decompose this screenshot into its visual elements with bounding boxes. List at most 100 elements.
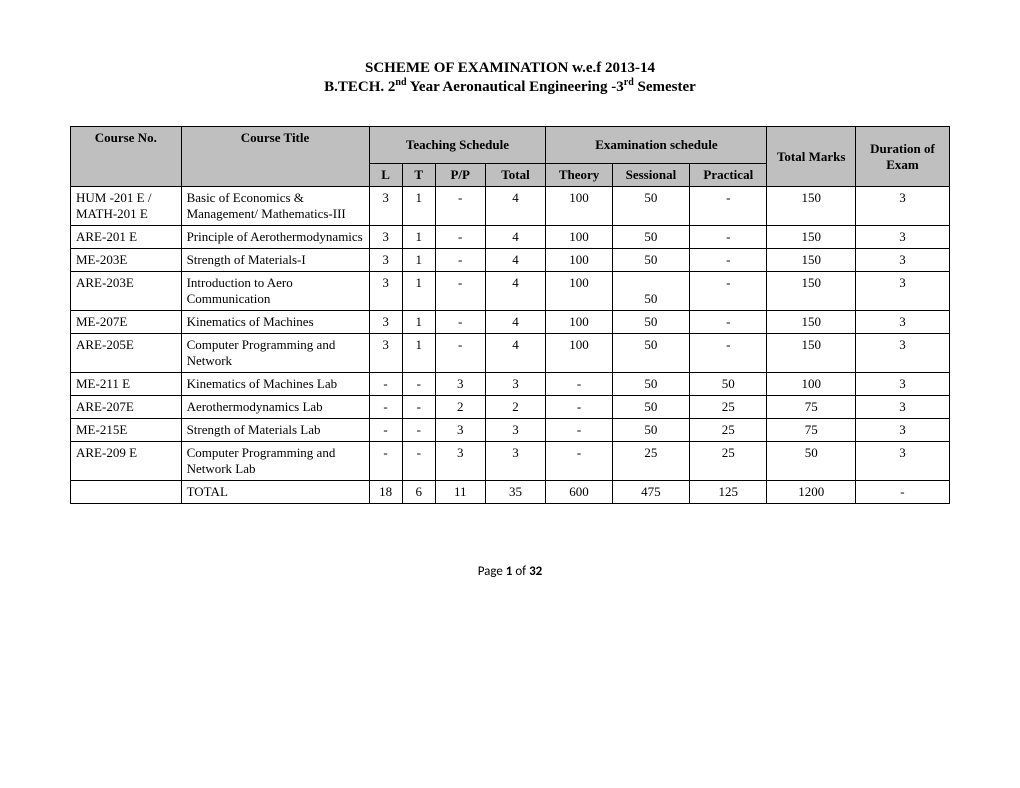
table-cell: ARE-207E [71,396,182,419]
table-cell: 3 [435,373,485,396]
table-cell: - [369,419,402,442]
table-cell: 3 [855,442,949,481]
col-t: T [402,164,435,187]
col-practical: Practical [690,164,767,187]
table-cell: 3 [435,442,485,481]
table-cell: 100 [546,272,612,311]
table-cell: - [690,249,767,272]
table-cell: - [369,373,402,396]
subtitle-prefix: B.TECH. 2 [324,79,395,95]
table-cell: 11 [435,481,485,504]
table-cell: 3 [855,311,949,334]
table-cell: 3 [369,311,402,334]
subtitle-suffix: Semester [634,79,696,95]
table-cell: 75 [767,419,855,442]
table-cell: 50 [612,373,689,396]
table-cell: Strength of Materials Lab [181,419,369,442]
table-cell: - [369,442,402,481]
footer-mid: of [512,564,529,579]
table-cell: 100 [546,187,612,226]
table-cell: 1 [402,311,435,334]
table-cell: - [435,311,485,334]
table-row: ARE-209 EComputer Programming and Networ… [71,442,950,481]
table-cell: - [690,272,767,311]
table-cell: 150 [767,311,855,334]
table-cell: 1 [402,334,435,373]
table-cell: - [435,272,485,311]
exam-scheme-table: Course No. Course Title Teaching Schedul… [70,126,950,504]
table-cell: 2 [435,396,485,419]
table-cell: 3 [369,226,402,249]
table-cell: Computer Programming and Network [181,334,369,373]
table-cell: 3 [485,419,546,442]
col-sessional: Sessional [612,164,689,187]
col-l: L [369,164,402,187]
table-cell: - [369,396,402,419]
table-cell: 100 [546,249,612,272]
table-cell: 3 [369,187,402,226]
table-cell: - [435,334,485,373]
table-cell: 150 [767,187,855,226]
table-cell: - [546,419,612,442]
table-cell: 50 [612,249,689,272]
table-cell: ARE-203E [71,272,182,311]
table-cell: 3 [855,419,949,442]
table-cell: Basic of Economics & Management/ Mathema… [181,187,369,226]
table-cell: 6 [402,481,435,504]
table-cell: 3 [435,419,485,442]
table-cell: 50 [612,334,689,373]
table-cell: - [402,419,435,442]
table-cell: - [435,249,485,272]
table-cell: HUM -201 E / MATH-201 E [71,187,182,226]
table-cell: - [690,334,767,373]
table-cell: Computer Programming and Network Lab [181,442,369,481]
table-cell: ME-203E [71,249,182,272]
table-cell: 25 [690,396,767,419]
table-cell: - [690,311,767,334]
table-cell: 2 [485,396,546,419]
table-cell: 75 [767,396,855,419]
table-cell: 4 [485,249,546,272]
table-cell: - [435,226,485,249]
table-cell: 3 [855,373,949,396]
table-cell: 4 [485,334,546,373]
table-cell: 1 [402,272,435,311]
table-cell: - [402,442,435,481]
table-cell: 3 [485,373,546,396]
table-cell: - [690,226,767,249]
footer-prefix: Page [478,564,506,579]
table-row: ARE-205EComputer Programming and Network… [71,334,950,373]
table-cell: 3 [855,396,949,419]
table-cell: 150 [767,249,855,272]
table-cell: Strength of Materials-I [181,249,369,272]
table-cell: 600 [546,481,612,504]
table-cell: 3 [369,272,402,311]
table-cell: 50 [612,226,689,249]
col-total-marks: Total Marks [767,127,855,187]
table-cell: - [855,481,949,504]
table-cell: ME-207E [71,311,182,334]
table-cell: 150 [767,226,855,249]
table-cell: - [546,396,612,419]
table-cell: 4 [485,226,546,249]
table-cell: Kinematics of Machines Lab [181,373,369,396]
table-cell: 3 [855,249,949,272]
table-cell: 1 [402,226,435,249]
table-cell: - [435,187,485,226]
table-cell: 25 [690,442,767,481]
table-cell: Aerothermodynamics Lab [181,396,369,419]
table-cell: 125 [690,481,767,504]
table-cell: 150 [767,272,855,311]
table-cell: - [690,187,767,226]
subtitle-sup-1: nd [395,77,406,88]
col-course-title: Course Title [181,127,369,187]
col-duration: Duration of Exam [855,127,949,187]
table-cell: ARE-205E [71,334,182,373]
table-row: ARE-203E Introduction to Aero Communicat… [71,272,950,311]
table-cell: 4 [485,272,546,311]
table-cell: 3 [485,442,546,481]
table-cell: 50 [690,373,767,396]
table-cell: ARE-201 E [71,226,182,249]
col-teaching-schedule: Teaching Schedule [369,127,546,164]
table-cell: 4 [485,311,546,334]
